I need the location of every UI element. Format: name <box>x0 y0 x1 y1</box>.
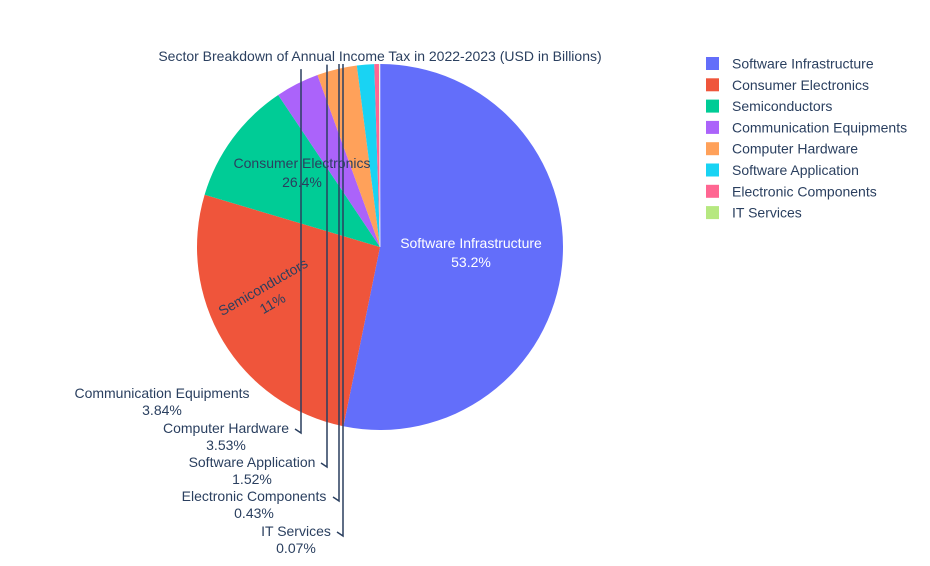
slice-it-services[interactable] <box>378 63 381 248</box>
legend-swatch <box>706 120 719 134</box>
slice-label-software-application: Software Application <box>189 454 316 470</box>
slice-software-infrastructure[interactable] <box>343 64 563 431</box>
legend-label: Consumer Electronics <box>732 77 869 93</box>
legend-swatch <box>706 99 719 113</box>
slice-percent-electronic-components: 0.43% <box>234 505 274 521</box>
legend-item-it-services[interactable]: IT Services <box>706 205 802 221</box>
slice-label-communication-equipments: Communication Equipments <box>74 385 249 401</box>
slice-software-application[interactable] <box>356 64 380 247</box>
legend-label: Software Application <box>732 162 859 178</box>
legend-label: Computer Hardware <box>732 141 858 157</box>
pie-slices <box>197 63 563 431</box>
slice-label-computer-hardware: Computer Hardware <box>163 420 289 436</box>
legend-item-semiconductors[interactable]: Semiconductors <box>706 98 832 114</box>
legend-label: Semiconductors <box>732 98 832 114</box>
leader-line-electronic-components <box>332 64 340 503</box>
slice-percent-software-infrastructure: 53.2% <box>451 254 491 270</box>
slice-label-software-infrastructure: Software Infrastructure <box>400 235 542 251</box>
legend-swatch <box>706 163 719 177</box>
legend-label: Communication Equipments <box>732 119 907 135</box>
legend-item-software-application[interactable]: Software Application <box>706 162 859 178</box>
slice-percent-software-application: 1.52% <box>232 471 272 487</box>
slice-computer-hardware[interactable] <box>317 65 380 248</box>
legend-item-communication-equipments[interactable]: Communication Equipments <box>706 119 907 135</box>
legend-item-consumer-electronics[interactable]: Consumer Electronics <box>706 77 869 93</box>
leader-line-computer-hardware <box>294 69 302 435</box>
slice-percent-it-services: 0.07% <box>276 540 316 556</box>
slice-label-consumer-electronics: Consumer Electronics <box>234 155 371 171</box>
legend-swatch <box>706 206 719 220</box>
legend-swatch <box>706 57 719 70</box>
legend-label: Software Infrastructure <box>732 56 874 72</box>
legend-item-software-infrastructure[interactable]: Software Infrastructure <box>706 56 874 72</box>
legend-item-electronic-components[interactable]: Electronic Components <box>706 183 877 199</box>
legend-item-computer-hardware[interactable]: Computer Hardware <box>706 141 858 157</box>
legend-swatch <box>706 142 719 156</box>
leader-line-software-application <box>320 64 328 469</box>
slice-percent-computer-hardware: 3.53% <box>206 437 246 453</box>
slice-percent-consumer-electronics: 26.4% <box>282 174 322 190</box>
legend-swatch <box>706 78 719 92</box>
slice-label-electronic-components: Electronic Components <box>182 488 327 504</box>
slice-semiconductors[interactable] <box>204 94 380 247</box>
legend-swatch <box>706 184 719 198</box>
slice-electronic-components[interactable] <box>374 64 380 247</box>
leader-line-it-services <box>336 64 344 538</box>
legend-label: Electronic Components <box>732 183 877 199</box>
slice-communication-equipments[interactable] <box>278 75 380 247</box>
chart-title: Sector Breakdown of Annual Income Tax in… <box>158 48 601 64</box>
slice-percent-communication-equipments: 3.84% <box>142 402 182 418</box>
slice-label-it-services: IT Services <box>261 523 331 539</box>
slice-consumer-electronics[interactable] <box>197 194 380 427</box>
legend[interactable]: Software Infrastructure Consumer Electron… <box>706 56 907 221</box>
legend-label: IT Services <box>732 205 802 221</box>
